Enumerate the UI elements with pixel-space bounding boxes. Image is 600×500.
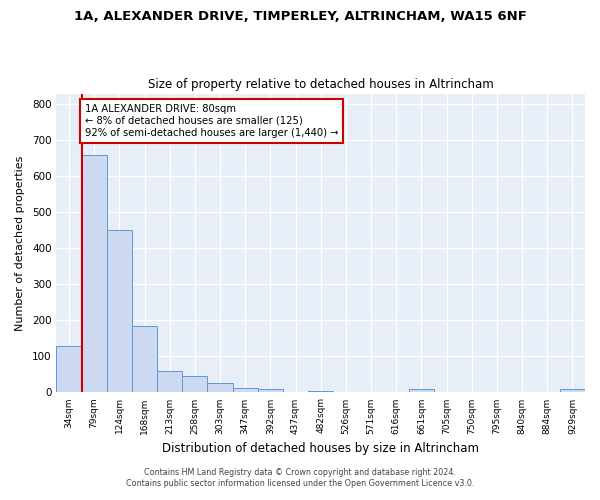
Bar <box>82 155 107 392</box>
Text: 1A ALEXANDER DRIVE: 80sqm
← 8% of detached houses are smaller (125)
92% of semi-: 1A ALEXANDER DRIVE: 80sqm ← 8% of detach… <box>85 104 338 138</box>
Text: 1A, ALEXANDER DRIVE, TIMPERLEY, ALTRINCHAM, WA15 6NF: 1A, ALEXANDER DRIVE, TIMPERLEY, ALTRINCH… <box>74 10 526 23</box>
Y-axis label: Number of detached properties: Number of detached properties <box>15 156 25 330</box>
Bar <box>308 390 334 392</box>
Bar <box>157 371 182 392</box>
Bar <box>107 230 132 392</box>
Bar <box>233 388 258 392</box>
Bar <box>409 389 434 392</box>
Bar <box>560 389 585 392</box>
Bar <box>258 389 283 392</box>
Bar <box>208 382 233 392</box>
Bar <box>56 346 82 393</box>
Title: Size of property relative to detached houses in Altrincham: Size of property relative to detached ho… <box>148 78 494 91</box>
Bar <box>182 376 208 392</box>
Text: Contains HM Land Registry data © Crown copyright and database right 2024.
Contai: Contains HM Land Registry data © Crown c… <box>126 468 474 487</box>
Bar <box>132 326 157 392</box>
X-axis label: Distribution of detached houses by size in Altrincham: Distribution of detached houses by size … <box>162 442 479 455</box>
